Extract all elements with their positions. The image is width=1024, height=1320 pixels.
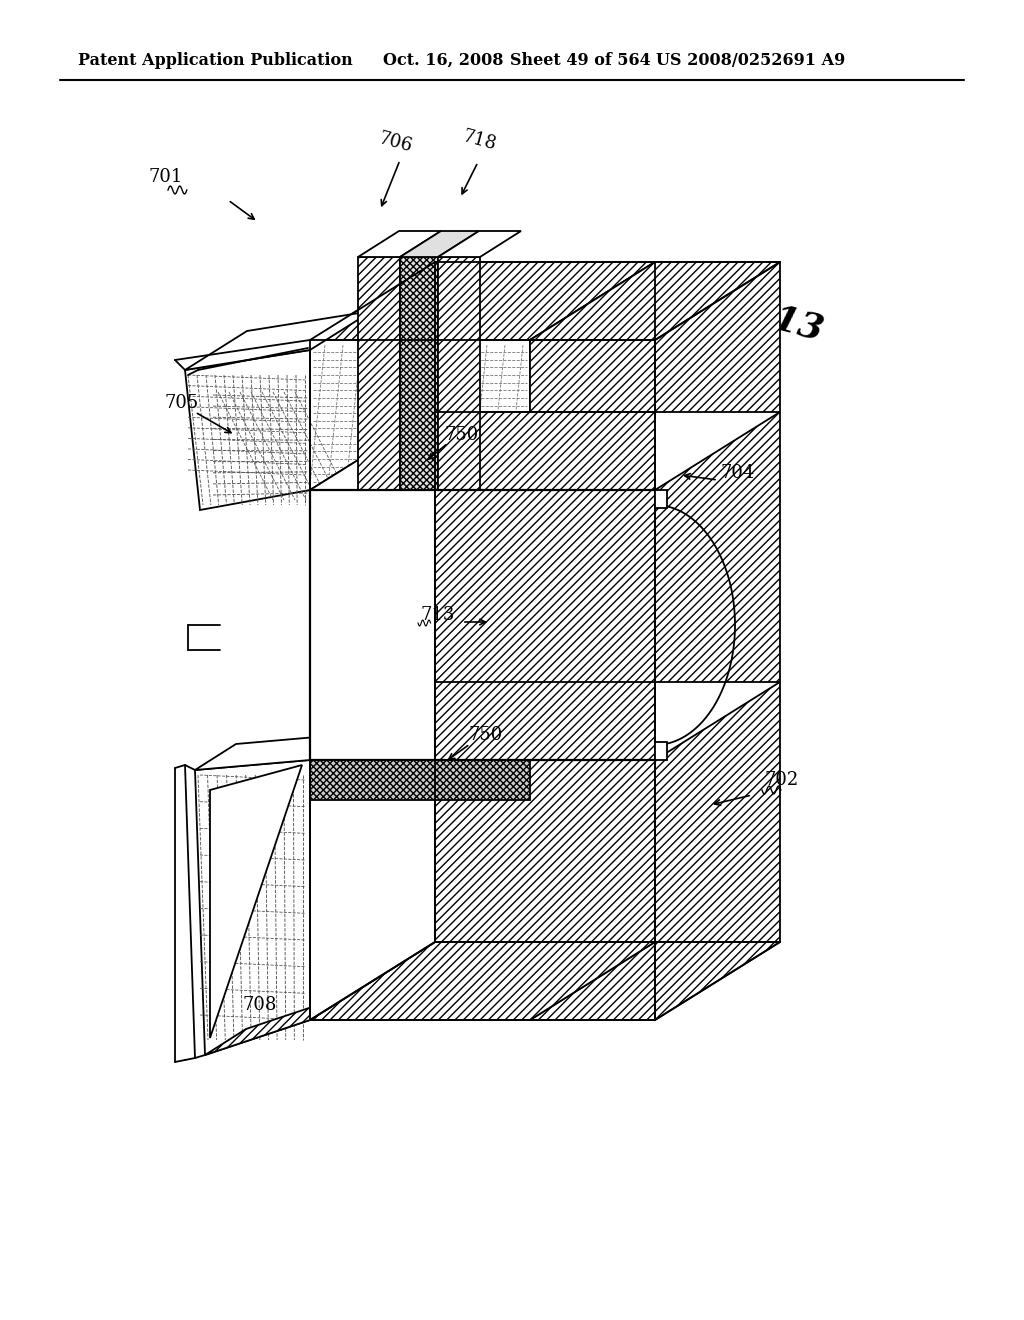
Polygon shape	[310, 412, 655, 490]
Text: Patent Application Publication: Patent Application Publication	[78, 51, 352, 69]
Text: 705: 705	[165, 393, 200, 412]
Text: 750: 750	[445, 426, 479, 444]
Polygon shape	[655, 742, 667, 760]
Polygon shape	[358, 231, 441, 257]
Polygon shape	[438, 231, 521, 257]
Polygon shape	[310, 490, 530, 1020]
Polygon shape	[400, 257, 438, 490]
Polygon shape	[205, 994, 351, 1055]
Text: 704: 704	[720, 465, 755, 482]
Polygon shape	[400, 231, 479, 257]
Text: 718: 718	[460, 128, 498, 154]
Polygon shape	[195, 760, 310, 1055]
Polygon shape	[185, 312, 372, 370]
Text: 702: 702	[765, 771, 800, 789]
Polygon shape	[310, 942, 655, 1020]
Polygon shape	[530, 261, 655, 490]
Polygon shape	[655, 261, 780, 942]
Text: FIG. 113: FIG. 113	[652, 269, 827, 347]
Text: 706: 706	[376, 129, 414, 156]
Polygon shape	[310, 760, 530, 800]
Text: 750: 750	[468, 726, 502, 744]
Polygon shape	[310, 261, 655, 341]
Text: 708: 708	[242, 997, 276, 1014]
Polygon shape	[530, 682, 780, 760]
Polygon shape	[530, 412, 780, 490]
Polygon shape	[185, 350, 310, 510]
Polygon shape	[310, 341, 530, 490]
Polygon shape	[435, 412, 655, 942]
Polygon shape	[358, 257, 400, 490]
Polygon shape	[530, 261, 780, 341]
Polygon shape	[655, 490, 667, 508]
Text: 713: 713	[420, 606, 455, 624]
Text: US 2008/0252691 A9: US 2008/0252691 A9	[656, 51, 845, 69]
Polygon shape	[438, 257, 480, 490]
Polygon shape	[530, 341, 655, 1020]
Polygon shape	[310, 412, 435, 1020]
Polygon shape	[195, 734, 351, 770]
Polygon shape	[530, 490, 655, 760]
Text: Oct. 16, 2008: Oct. 16, 2008	[383, 51, 504, 69]
Polygon shape	[210, 766, 302, 1038]
Polygon shape	[530, 942, 780, 1020]
Polygon shape	[210, 341, 310, 506]
Text: Sheet 49 of 564: Sheet 49 of 564	[510, 51, 650, 69]
Text: 701: 701	[148, 168, 182, 186]
